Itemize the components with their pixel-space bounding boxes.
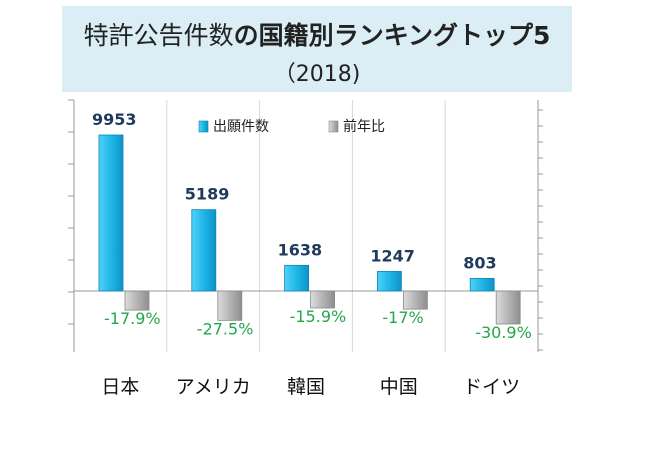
title-box: 特許公告件数の国籍別ランキングトップ5 （2018) (62, 6, 572, 92)
legend-swatch-前年比 (328, 120, 339, 133)
legend-label-前年比: 前年比 (343, 118, 385, 135)
bar-前年比 (124, 290, 150, 311)
percent-label: -17% (382, 308, 423, 327)
category-label: 中国 (380, 376, 418, 398)
percent-label: -27.5% (197, 319, 254, 338)
title-part1: 特許公告件数 (83, 21, 234, 50)
title-part3: ランキングトップ5 (333, 21, 551, 50)
category-label: 韓国 (287, 376, 325, 398)
category-label: 日本 (101, 376, 139, 398)
bar-前年比 (310, 290, 336, 309)
bar-前年比 (402, 290, 428, 310)
percent-label: -30.9% (475, 323, 532, 342)
bars (98, 134, 521, 325)
bar-出願件数 (469, 278, 495, 292)
value-label: 803 (463, 253, 496, 272)
bar-出願件数 (191, 209, 217, 292)
bar-出願件数 (284, 264, 310, 292)
chart-title: 特許公告件数の国籍別ランキングトップ5 (62, 16, 572, 52)
percent-label: -15.9% (290, 307, 347, 326)
chart-subtitle: （2018) (273, 62, 361, 87)
bar-前年比 (495, 290, 521, 325)
title-part2: の国籍別 (233, 21, 334, 50)
percent-label: -17.9% (104, 309, 161, 328)
value-label: 5189 (185, 185, 230, 204)
value-label: 9953 (92, 110, 137, 129)
value-label: 1638 (278, 240, 323, 259)
bar-出願件数 (98, 134, 124, 292)
value-label: 1247 (370, 246, 415, 265)
labels: 9953 -17.9% 日本 5189 -27.5% アメリカ 1638 -15.9% 韓国 12… (92, 110, 532, 398)
bar-出願件数 (376, 271, 402, 292)
legend-swatch-出願件数 (198, 120, 209, 133)
bar-前年比 (217, 290, 243, 321)
legend-label-出願件数: 出願件数 (213, 119, 269, 135)
category-label: ドイツ (463, 376, 520, 398)
category-label: アメリカ (176, 376, 251, 398)
legend: 出願件数 前年比 (198, 118, 385, 135)
